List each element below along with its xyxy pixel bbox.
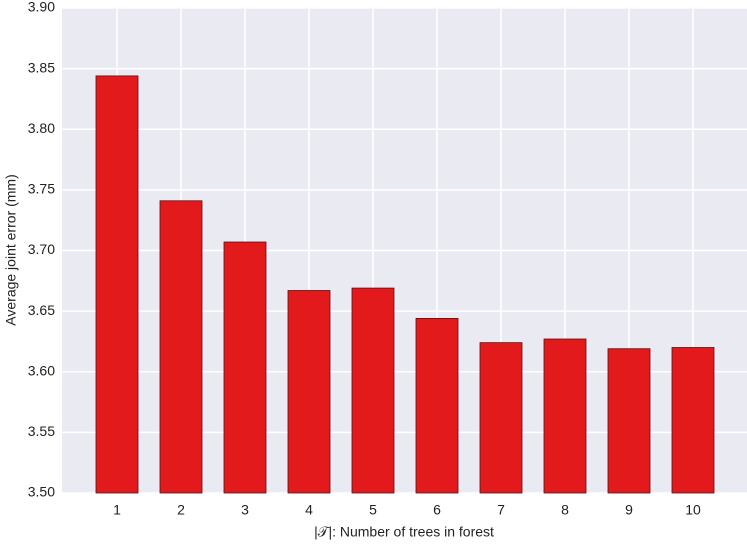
bar (351, 287, 395, 494)
bar (607, 348, 651, 494)
bar (95, 75, 139, 494)
x-tick-label: 7 (497, 502, 505, 518)
x-tick-label: 6 (433, 502, 441, 518)
y-axis-label: Average joint error (mm) (3, 174, 19, 325)
y-tick-label: 3.50 (28, 484, 55, 500)
y-tick-label: 3.90 (28, 0, 55, 15)
y-tick-label: 3.80 (28, 120, 55, 136)
y-tick-label: 3.75 (28, 181, 55, 197)
y-tick-label: 3.70 (28, 241, 55, 257)
x-tick-label: 1 (113, 502, 121, 518)
bar (415, 317, 459, 494)
y-tick-label: 3.55 (28, 423, 55, 439)
x-tick-label: 10 (685, 502, 701, 518)
x-tick-label: 8 (561, 502, 569, 518)
bar (479, 342, 523, 494)
x-tick-label: 4 (305, 502, 313, 518)
bar (159, 200, 203, 494)
y-tick-label: 3.65 (28, 302, 55, 318)
x-tick-label: 5 (369, 502, 377, 518)
bar (671, 347, 715, 494)
y-tick-label: 3.60 (28, 362, 55, 378)
x-tick-label: 2 (177, 502, 185, 518)
x-axis-label: |𝒯|: Number of trees in forest (314, 524, 494, 540)
y-tick-label: 3.85 (28, 59, 55, 75)
bar (543, 338, 587, 494)
x-tick-label: 3 (241, 502, 249, 518)
bar (287, 290, 331, 494)
x-tick-label: 9 (625, 502, 633, 518)
bar (223, 241, 267, 494)
